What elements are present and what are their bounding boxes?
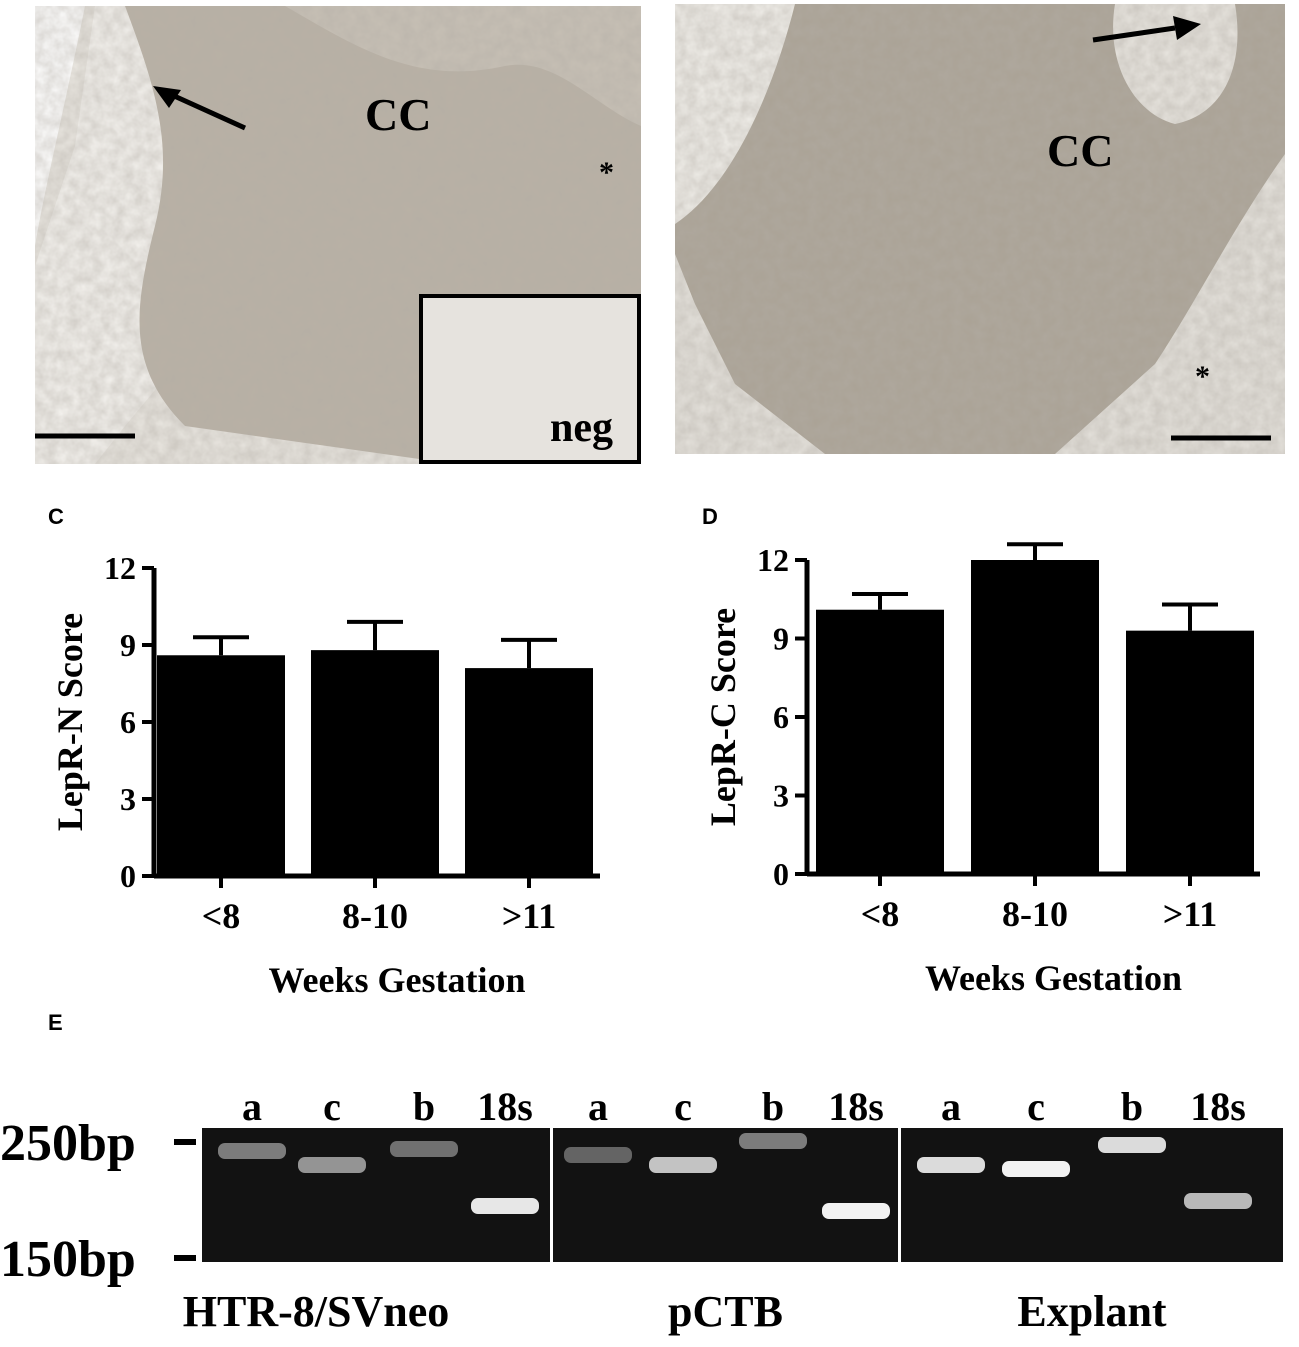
y-tick-label: 3 [120, 781, 136, 817]
gel-electrophoresis: 250bp 150bp a c b 18s HTR-8/SVneo a c b 18s pCTB a c b… [0, 1084, 1283, 1336]
band [218, 1143, 286, 1159]
y-tick-label: 12 [757, 542, 789, 578]
inset-label-neg: neg [550, 405, 613, 451]
band [739, 1133, 807, 1149]
micrograph-b: CC * [675, 4, 1285, 454]
x-tick-label: 8-10 [342, 896, 408, 936]
y-tick-label: 9 [773, 621, 789, 657]
cc-label-b: CC [1047, 125, 1114, 176]
x-tick-label: 8-10 [1002, 894, 1068, 934]
cc-label-a: CC [365, 89, 432, 140]
y-axis-title: LepR-N Score [50, 613, 90, 831]
lane-label: a [242, 1084, 262, 1129]
bar [465, 668, 593, 876]
panel-label-d: D [702, 504, 718, 529]
band [1098, 1137, 1166, 1153]
group-label: pCTB [668, 1287, 783, 1336]
band [564, 1147, 632, 1163]
x-axis-title: Weeks Gestation [269, 960, 526, 1000]
band [649, 1157, 717, 1173]
lane-label: 18s [828, 1084, 884, 1129]
marker-150bp: 150bp [0, 1231, 136, 1288]
lane-label: b [762, 1084, 784, 1129]
bar [816, 609, 944, 874]
y-axis-title: LepR-C Score [703, 608, 743, 826]
bar [1126, 630, 1254, 874]
band [1002, 1161, 1070, 1177]
group-label: HTR-8/SVneo [183, 1287, 449, 1336]
chart-d: 0 3 6 9 12 <8 8-10 >11 Weeks Gestation LepR-C Sco… [703, 542, 1260, 998]
x-tick-label: >11 [1163, 894, 1218, 934]
asterisk-a: * [599, 156, 614, 189]
lane-label: c [1027, 1084, 1045, 1129]
y-tick-label: 0 [120, 858, 136, 894]
lane-label: 18s [477, 1084, 533, 1129]
band [390, 1141, 458, 1157]
micrograph-a: CC * neg [35, 6, 641, 464]
y-tick-label: 6 [773, 699, 789, 735]
lane-label: b [413, 1084, 435, 1129]
band [298, 1157, 366, 1173]
band [822, 1203, 890, 1219]
y-tick-label: 6 [120, 704, 136, 740]
panel-label-e: E [48, 1010, 63, 1035]
panel-label-c: C [48, 504, 64, 529]
bar [311, 650, 439, 876]
gel-block [553, 1128, 898, 1262]
band [1184, 1193, 1252, 1209]
group-label: Explant [1017, 1287, 1167, 1336]
gel-block [202, 1128, 550, 1262]
lane-label: a [941, 1084, 961, 1129]
asterisk-b: * [1195, 360, 1210, 393]
lane-label: c [674, 1084, 692, 1129]
band [471, 1198, 539, 1214]
lane-label: 18s [1190, 1084, 1246, 1129]
x-axis-title: Weeks Gestation [925, 958, 1182, 998]
lane-label: b [1121, 1084, 1143, 1129]
marker-250bp: 250bp [0, 1115, 136, 1172]
y-tick-label: 12 [104, 550, 136, 586]
y-tick-label: 0 [773, 856, 789, 892]
chart-c: 0 3 6 9 12 <8 8-10 >11 Weeks Gestation LepR-N Sco… [50, 550, 600, 1000]
y-tick-label: 3 [773, 778, 789, 814]
band [917, 1157, 985, 1173]
lane-label: a [588, 1084, 608, 1129]
y-tick-label: 9 [120, 627, 136, 663]
x-tick-label: >11 [502, 896, 557, 936]
x-tick-label: <8 [202, 896, 241, 936]
bar [157, 655, 285, 876]
lane-label: c [323, 1084, 341, 1129]
x-tick-label: <8 [861, 894, 900, 934]
bar [971, 560, 1099, 874]
